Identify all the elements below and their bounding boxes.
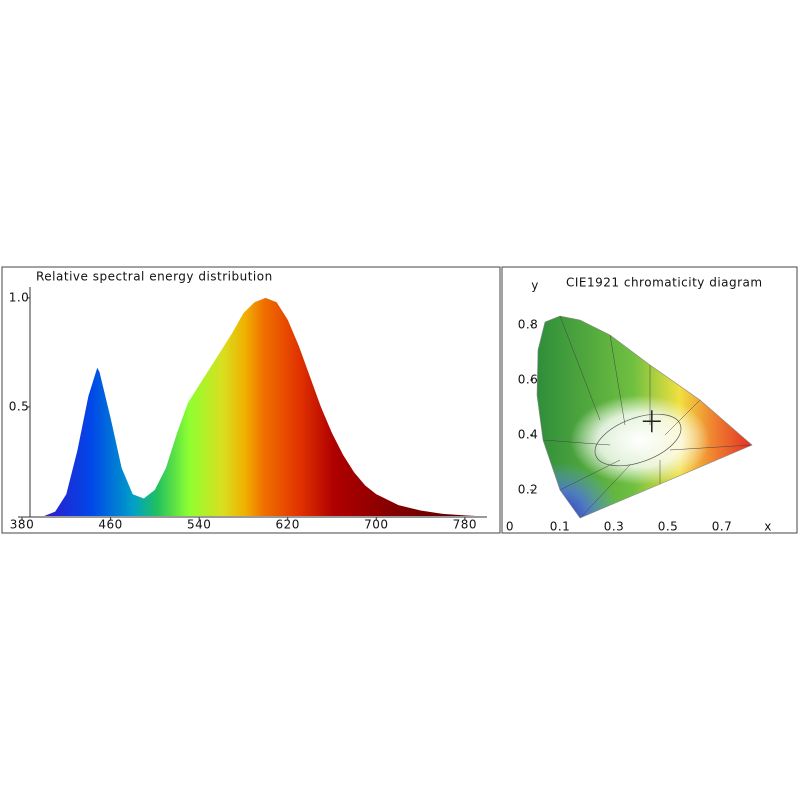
- x-tick-label: 0.5: [658, 520, 679, 534]
- x-tick-label: 0.3: [604, 520, 625, 534]
- spectrum-area: [44, 297, 476, 516]
- white-point-marker: [642, 410, 661, 433]
- y-tick-label: 0.4: [518, 428, 539, 442]
- panel-frame: [501, 266, 798, 534]
- panel-frame: [1, 266, 501, 534]
- y-tick-label: 0.2: [518, 483, 539, 497]
- x-tick-label: 540: [187, 518, 211, 532]
- x-tick-label: 620: [276, 518, 300, 532]
- x-tick-label: 700: [364, 518, 388, 532]
- y-tick-label: 0.5: [9, 399, 30, 413]
- x-tick-label: 380: [10, 518, 34, 532]
- spectral-locus: [536, 315, 753, 519]
- chromaticity-gamut: [537, 316, 752, 518]
- x-tick-label: 780: [453, 518, 477, 532]
- x-tick-label: 0.7: [712, 520, 733, 534]
- x-tick-label: 0.1: [550, 520, 571, 534]
- origin-label: 0: [506, 520, 514, 534]
- chart-title: Relative spectral energy distribution: [36, 270, 273, 284]
- y-axis-label: y: [531, 279, 539, 293]
- y-tick-label: 0.8: [518, 318, 539, 332]
- y-tick-label: 1.0: [9, 290, 30, 304]
- chart-title: CIE1921 chromaticity diagram: [566, 276, 763, 290]
- x-tick-label: 460: [98, 518, 122, 532]
- y-tick-label: 0.6: [518, 373, 539, 387]
- x-axis-label: x: [764, 520, 772, 534]
